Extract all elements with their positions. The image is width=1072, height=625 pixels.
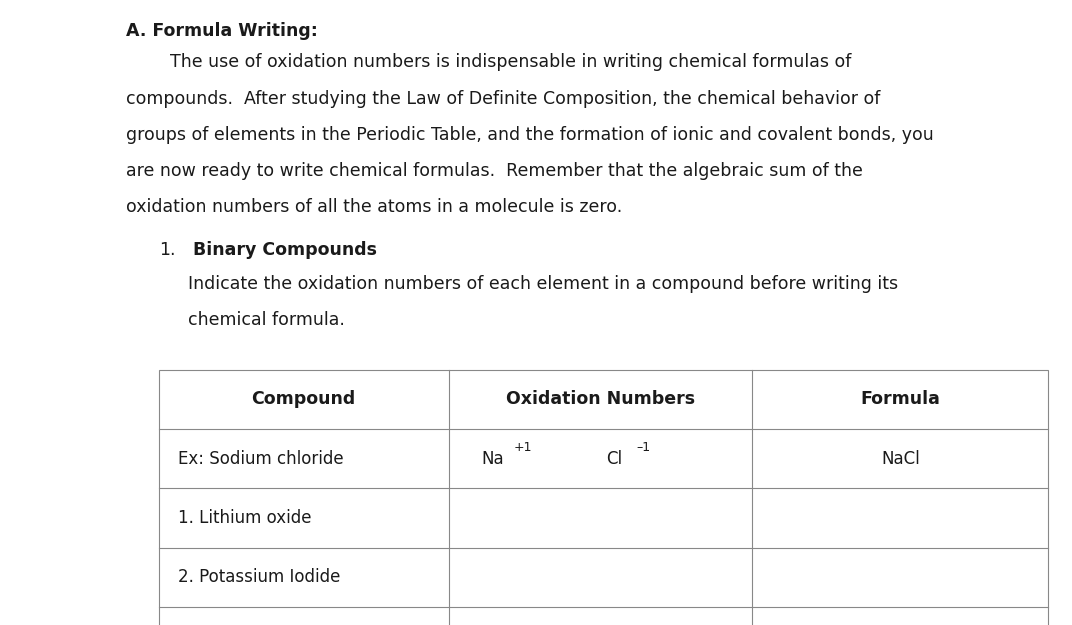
Text: NaCl: NaCl <box>881 449 920 468</box>
Text: Compound: Compound <box>252 390 356 408</box>
Text: 1. Lithium oxide: 1. Lithium oxide <box>178 509 312 527</box>
Text: groups of elements in the Periodic Table, and the formation of ionic and covalen: groups of elements in the Periodic Table… <box>126 126 934 144</box>
Text: oxidation numbers of all the atoms in a molecule is zero.: oxidation numbers of all the atoms in a … <box>126 198 623 216</box>
Text: The use of oxidation numbers is indispensable in writing chemical formulas of: The use of oxidation numbers is indispen… <box>126 53 852 71</box>
Bar <box>159 369 1048 625</box>
Text: Indicate the oxidation numbers of each element in a compound before writing its: Indicate the oxidation numbers of each e… <box>188 275 897 293</box>
Text: –1: –1 <box>637 441 651 454</box>
Text: Na: Na <box>481 449 504 468</box>
Text: 2. Potassium Iodide: 2. Potassium Iodide <box>178 568 340 586</box>
Text: compounds.  After studying the Law of Definite Composition, the chemical behavio: compounds. After studying the Law of Def… <box>126 89 881 107</box>
Text: Formula: Formula <box>861 390 940 408</box>
Text: Oxidation Numbers: Oxidation Numbers <box>506 390 695 408</box>
Text: +1: +1 <box>515 441 533 454</box>
Text: chemical formula.: chemical formula. <box>188 311 344 329</box>
Text: Cl: Cl <box>607 449 623 468</box>
Text: Ex: Sodium chloride: Ex: Sodium chloride <box>178 449 344 468</box>
Text: Binary Compounds: Binary Compounds <box>193 241 377 259</box>
Text: 1.: 1. <box>159 241 175 259</box>
Text: are now ready to write chemical formulas.  Remember that the algebraic sum of th: are now ready to write chemical formulas… <box>126 162 863 180</box>
Text: A. Formula Writing:: A. Formula Writing: <box>126 22 318 41</box>
